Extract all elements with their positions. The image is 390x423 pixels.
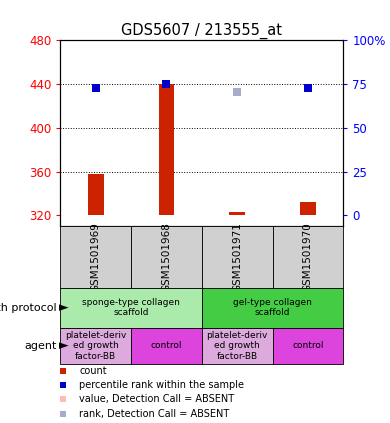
Text: GSM1501970: GSM1501970 [303, 222, 313, 292]
Bar [60, 288, 202, 328]
Bar [60, 226, 131, 288]
Bar [273, 328, 343, 364]
Text: sponge-type collagen
scaffold: sponge-type collagen scaffold [82, 298, 180, 317]
Bar [300, 202, 316, 215]
Text: ►: ► [58, 339, 68, 352]
Text: percentile rank within the sample: percentile rank within the sample [79, 380, 244, 390]
Text: GSM1501968: GSM1501968 [161, 222, 172, 292]
Bar [159, 84, 174, 215]
Bar [131, 226, 202, 288]
Text: GSM1501971: GSM1501971 [232, 222, 242, 292]
Bar [273, 226, 343, 288]
Bar [131, 328, 202, 364]
Text: count: count [79, 366, 107, 376]
Text: ►: ► [58, 301, 68, 314]
Text: platelet-deriv
ed growth
factor-BB: platelet-deriv ed growth factor-BB [206, 331, 268, 361]
Bar [229, 212, 245, 215]
Text: control: control [292, 341, 324, 350]
Text: gel-type collagen
scaffold: gel-type collagen scaffold [233, 298, 312, 317]
Title: GDS5607 / 213555_at: GDS5607 / 213555_at [121, 22, 282, 39]
Text: agent: agent [24, 341, 57, 351]
Bar [202, 226, 273, 288]
Text: control: control [151, 341, 182, 350]
Text: GSM1501969: GSM1501969 [91, 222, 101, 292]
Bar [60, 328, 131, 364]
Text: value, Detection Call = ABSENT: value, Detection Call = ABSENT [79, 395, 234, 404]
Bar [202, 288, 343, 328]
Bar [88, 174, 104, 215]
Text: growth protocol: growth protocol [0, 303, 57, 313]
Text: platelet-deriv
ed growth
factor-BB: platelet-deriv ed growth factor-BB [65, 331, 126, 361]
Text: rank, Detection Call = ABSENT: rank, Detection Call = ABSENT [79, 409, 229, 419]
Bar [202, 328, 273, 364]
